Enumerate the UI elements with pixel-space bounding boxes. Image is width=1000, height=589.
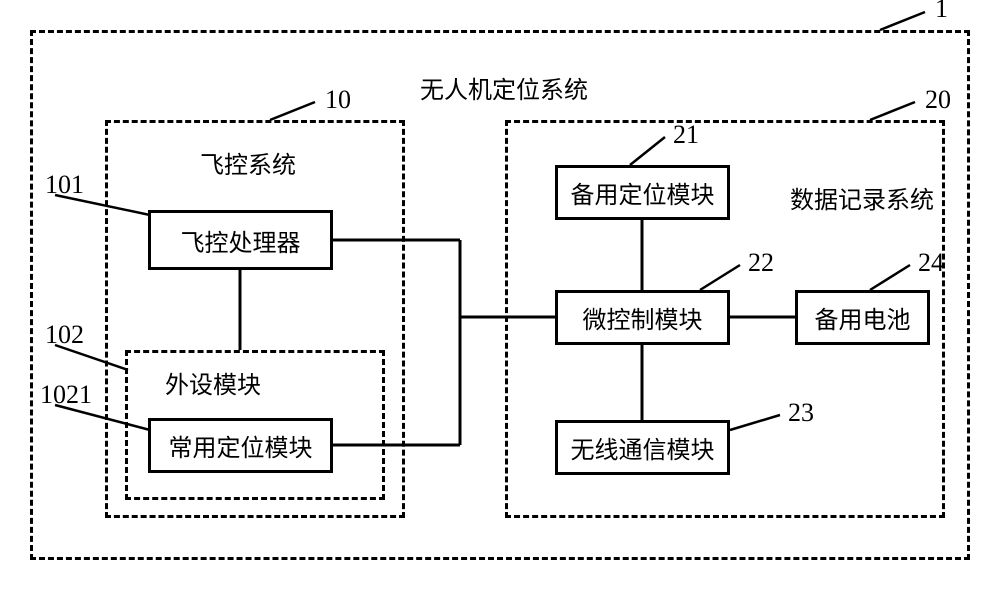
num-1021: 1021 xyxy=(40,380,92,410)
num-20: 20 xyxy=(925,85,951,115)
common-positioning-module-label: 常用定位模块 xyxy=(169,428,313,463)
data-record-title: 数据记录系统 xyxy=(790,180,934,215)
num-101: 101 xyxy=(45,170,84,200)
num-10: 10 xyxy=(325,85,351,115)
backup-positioning-module: 备用定位模块 xyxy=(555,165,730,220)
flight-control-title: 飞控系统 xyxy=(200,145,296,180)
flight-control-processor-label: 飞控处理器 xyxy=(181,223,301,258)
num-102: 102 xyxy=(45,320,84,350)
diagram-canvas: 无人机定位系统 飞控系统 数据记录系统 飞控处理器 外设模块 常用定位模块 备用… xyxy=(0,0,1000,589)
wireless-comm-module-label: 无线通信模块 xyxy=(571,430,715,465)
peripheral-module-title: 外设模块 xyxy=(165,365,261,400)
flight-control-processor: 飞控处理器 xyxy=(148,210,333,270)
num-1: 1 xyxy=(935,0,948,24)
micro-control-module-label: 微控制模块 xyxy=(583,300,703,335)
wireless-comm-module: 无线通信模块 xyxy=(555,420,730,475)
num-23: 23 xyxy=(788,398,814,428)
common-positioning-module: 常用定位模块 xyxy=(148,418,333,473)
num-22: 22 xyxy=(748,248,774,278)
backup-battery: 备用电池 xyxy=(795,290,930,345)
backup-positioning-module-label: 备用定位模块 xyxy=(571,175,715,210)
num-21: 21 xyxy=(673,120,699,150)
num-24: 24 xyxy=(918,248,944,278)
backup-battery-label: 备用电池 xyxy=(815,300,911,335)
outer-title: 无人机定位系统 xyxy=(420,70,588,105)
micro-control-module: 微控制模块 xyxy=(555,290,730,345)
